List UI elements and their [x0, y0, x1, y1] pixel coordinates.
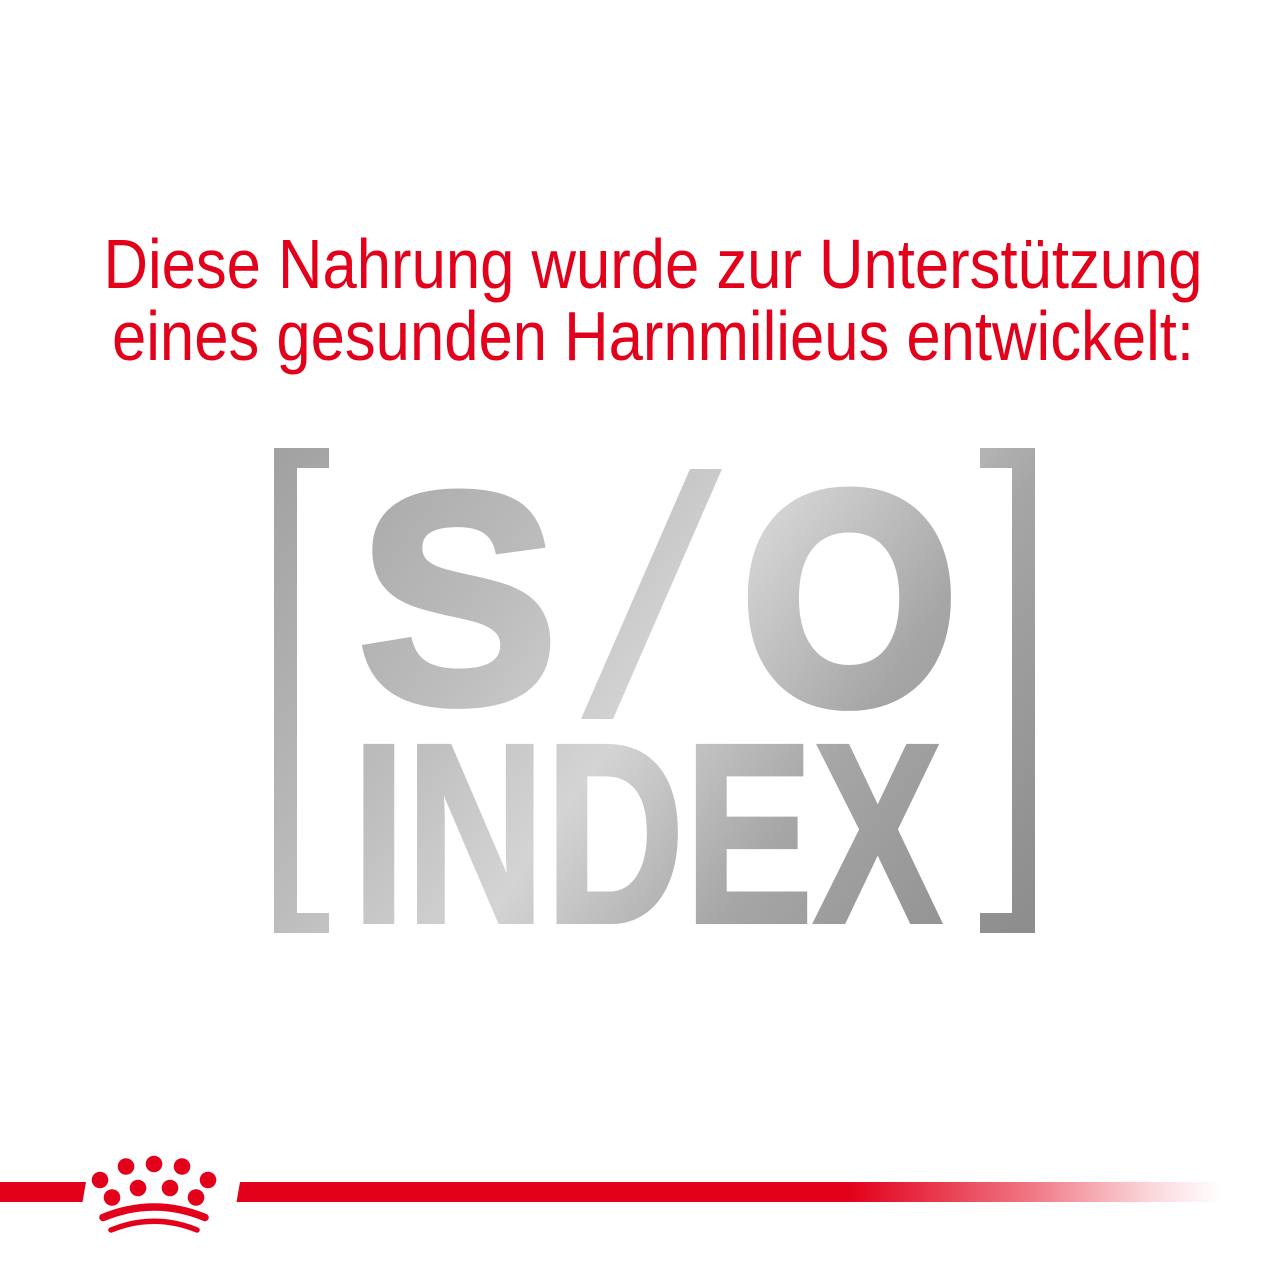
so-index-logo: S O INDEX: [264, 440, 1044, 940]
right-bracket-glyph: [980, 448, 1035, 933]
divider-line-left: [0, 1182, 86, 1202]
logo-o-glyph: O: [742, 440, 957, 766]
logo-slash-glyph: [581, 469, 722, 719]
crown-upper-arc: [99, 1203, 209, 1222]
brand-band: [0, 1150, 1280, 1260]
headline-line-1: Diese Nahrung wurde zur Unterstützung: [103, 225, 1203, 303]
headline: Diese Nahrung wurde zur Unterstützung ei…: [0, 228, 1280, 372]
left-bracket-glyph: [274, 448, 329, 933]
headline-line-2: eines gesunden Harnmilieus entwickelt:: [111, 297, 1194, 375]
royal-canin-crown-icon: [91, 1155, 217, 1206]
logo-index-text: INDEX: [352, 691, 942, 940]
divider-line-right: [236, 1182, 1222, 1202]
crown-lower-arc: [108, 1218, 200, 1233]
logo-s-glyph: S: [358, 440, 558, 766]
